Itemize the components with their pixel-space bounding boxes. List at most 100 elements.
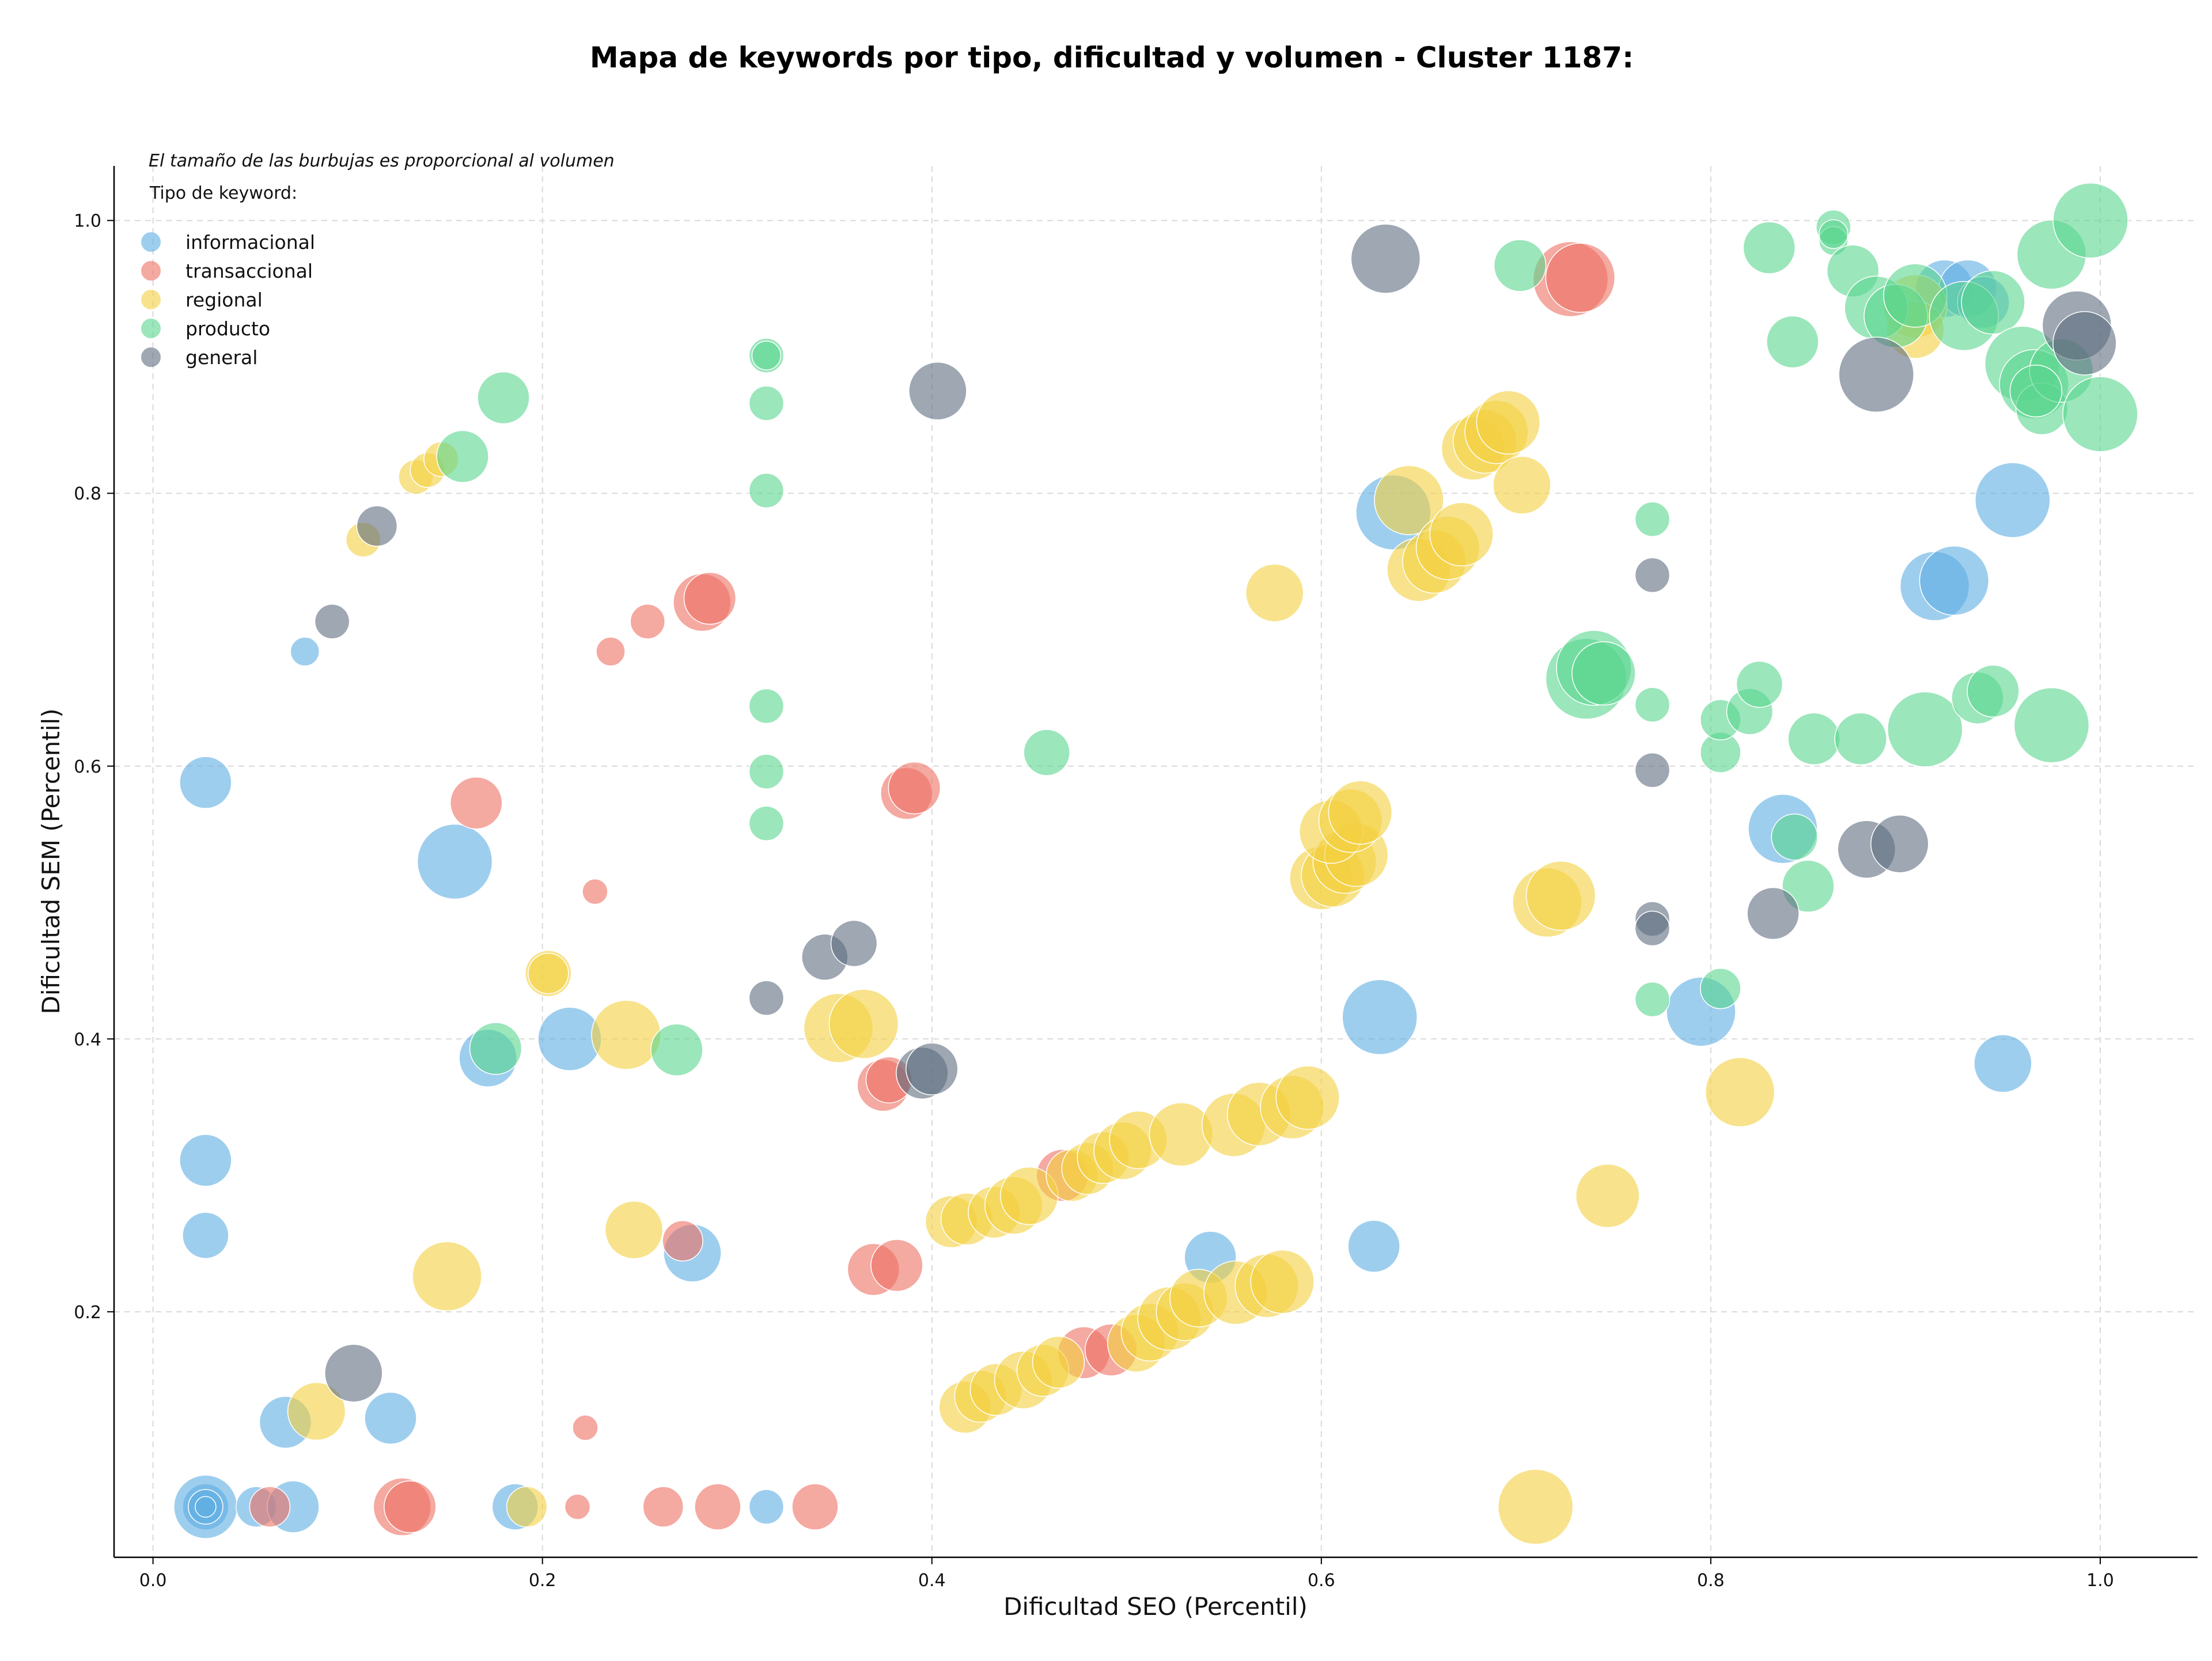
bubble-regional — [1250, 1249, 1315, 1314]
bubble-regional — [1245, 563, 1304, 622]
bubble-regional — [1429, 502, 1494, 567]
bubble-producto — [1736, 660, 1783, 708]
bubble-informacional — [290, 637, 320, 667]
bubble-transaccional — [564, 1493, 591, 1520]
bubble-regional — [412, 1241, 482, 1312]
chart-title: Mapa de keywords por tipo, dificultad y … — [590, 41, 1634, 74]
legend-label-informacional: informacional — [185, 231, 315, 253]
bubble-regional — [604, 1201, 664, 1259]
x-tick-label: 0.4 — [918, 1571, 946, 1591]
bubble-general — [1870, 814, 1929, 873]
bubble-producto — [1571, 641, 1636, 706]
bubble-informacional — [1974, 1034, 2032, 1093]
bubble-informacional — [1975, 462, 2051, 538]
bubble-general — [356, 505, 398, 547]
volume-note: El tamaño de las burbujas es proporciona… — [149, 151, 615, 171]
bubble-producto — [469, 1022, 522, 1075]
bubble-regional — [591, 1000, 661, 1070]
bubble-transaccional — [870, 1239, 923, 1292]
bubble-informacional — [182, 1212, 229, 1259]
legend-marker-informacional — [141, 232, 161, 252]
legend-marker-general — [141, 347, 161, 367]
legend-label-general: general — [185, 346, 257, 369]
bubble-regional — [1476, 390, 1541, 455]
bubble-producto — [477, 371, 530, 425]
bubble-producto — [1967, 664, 2020, 718]
y-axis-label: Dificultad SEM (Percentil) — [37, 709, 65, 1015]
legend-label-transaccional: transaccional — [185, 260, 313, 282]
axis-ticks: 0.0 0.2 0.4 0.6 0.8 1.0 0.2 0.4 0.6 0.8 1.0 — [74, 211, 2114, 1591]
bubble-informacional — [1347, 1220, 1400, 1273]
bubble-transaccional — [249, 1486, 291, 1528]
bubble-transaccional — [1545, 243, 1616, 313]
y-tick-label: 0.6 — [74, 757, 101, 777]
bubble-transaccional — [791, 1483, 839, 1531]
bubble-informacional — [1342, 979, 1418, 1055]
bubble-transaccional — [384, 1480, 437, 1534]
bubble-regional — [1575, 1163, 1640, 1228]
bubble-producto — [1834, 712, 1887, 766]
x-tick-label: 0.0 — [139, 1571, 167, 1591]
bubble-producto — [2009, 364, 2063, 418]
legend-marker-transaccional — [141, 261, 161, 281]
bubble-general — [1634, 557, 1671, 593]
bubble-producto — [1743, 221, 1796, 274]
bubble-transaccional — [582, 878, 608, 905]
y-tick-label: 1.0 — [74, 211, 101, 232]
legend-marker-regional — [141, 290, 161, 309]
bubble-transaccional — [596, 637, 626, 667]
bubble-informacional — [748, 1489, 785, 1525]
x-tick-label: 0.8 — [1697, 1571, 1725, 1591]
x-tick-label: 1.0 — [2086, 1571, 2114, 1591]
bubble-regional — [1525, 860, 1596, 931]
bubble-producto — [1634, 501, 1671, 537]
bubble-informacional — [195, 1496, 217, 1518]
bubble-general — [748, 980, 785, 1016]
bubble-informacional — [416, 823, 493, 900]
bubble-transaccional — [888, 761, 941, 815]
bubble-producto — [748, 754, 785, 789]
bubble-regional — [1328, 780, 1393, 845]
legend-title: Tipo de keyword: — [149, 183, 297, 203]
bubble-regional — [1032, 1335, 1085, 1389]
bubble-producto — [1887, 691, 1963, 767]
bubble-transaccional — [630, 604, 665, 640]
bubble-transaccional — [642, 1486, 684, 1528]
bubble-regional — [1493, 456, 1551, 514]
bubble-regional — [1705, 1057, 1775, 1127]
bubble-general — [906, 1042, 959, 1096]
bubble-regional — [1497, 1469, 1574, 1545]
bubble-producto — [1493, 239, 1547, 292]
bubble-regional — [1275, 1065, 1340, 1130]
bubble-producto — [1700, 967, 1741, 1009]
bubble-transaccional — [683, 572, 737, 625]
bubble-producto — [751, 340, 782, 370]
bubble-informacional — [364, 1391, 417, 1445]
bubble-producto — [436, 430, 489, 483]
x-tick-label: 0.2 — [529, 1571, 556, 1591]
y-tick-label: 0.2 — [74, 1303, 101, 1323]
bubble-general — [1634, 752, 1671, 788]
bubble-producto — [1023, 729, 1070, 776]
bubble-producto — [748, 805, 785, 841]
legend: informacional transaccional regional produc… — [141, 231, 315, 369]
bubbles — [173, 182, 2138, 1545]
legend-label-regional: regional — [185, 289, 263, 311]
x-axis-label: Dificultad SEO (Percentil) — [1003, 1592, 1308, 1621]
bubble-producto — [1634, 687, 1671, 722]
bubble-producto — [2062, 376, 2138, 452]
bubble-general — [1747, 887, 1800, 940]
x-tick-label: 0.6 — [1308, 1571, 1335, 1591]
bubble-regional — [828, 989, 899, 1059]
bubble-producto — [1819, 219, 1849, 249]
bubble-general — [1350, 224, 1421, 294]
bubble-producto — [2052, 182, 2128, 259]
bubble-general — [2052, 311, 2117, 376]
bubble-general — [830, 920, 878, 967]
bubble-transaccional — [694, 1483, 741, 1531]
bubble-producto — [1634, 981, 1671, 1017]
bubble-producto — [2013, 687, 2090, 763]
legend-label-producto: producto — [185, 317, 270, 340]
bubble-regional — [528, 952, 569, 994]
bubble-producto — [1771, 814, 1819, 861]
